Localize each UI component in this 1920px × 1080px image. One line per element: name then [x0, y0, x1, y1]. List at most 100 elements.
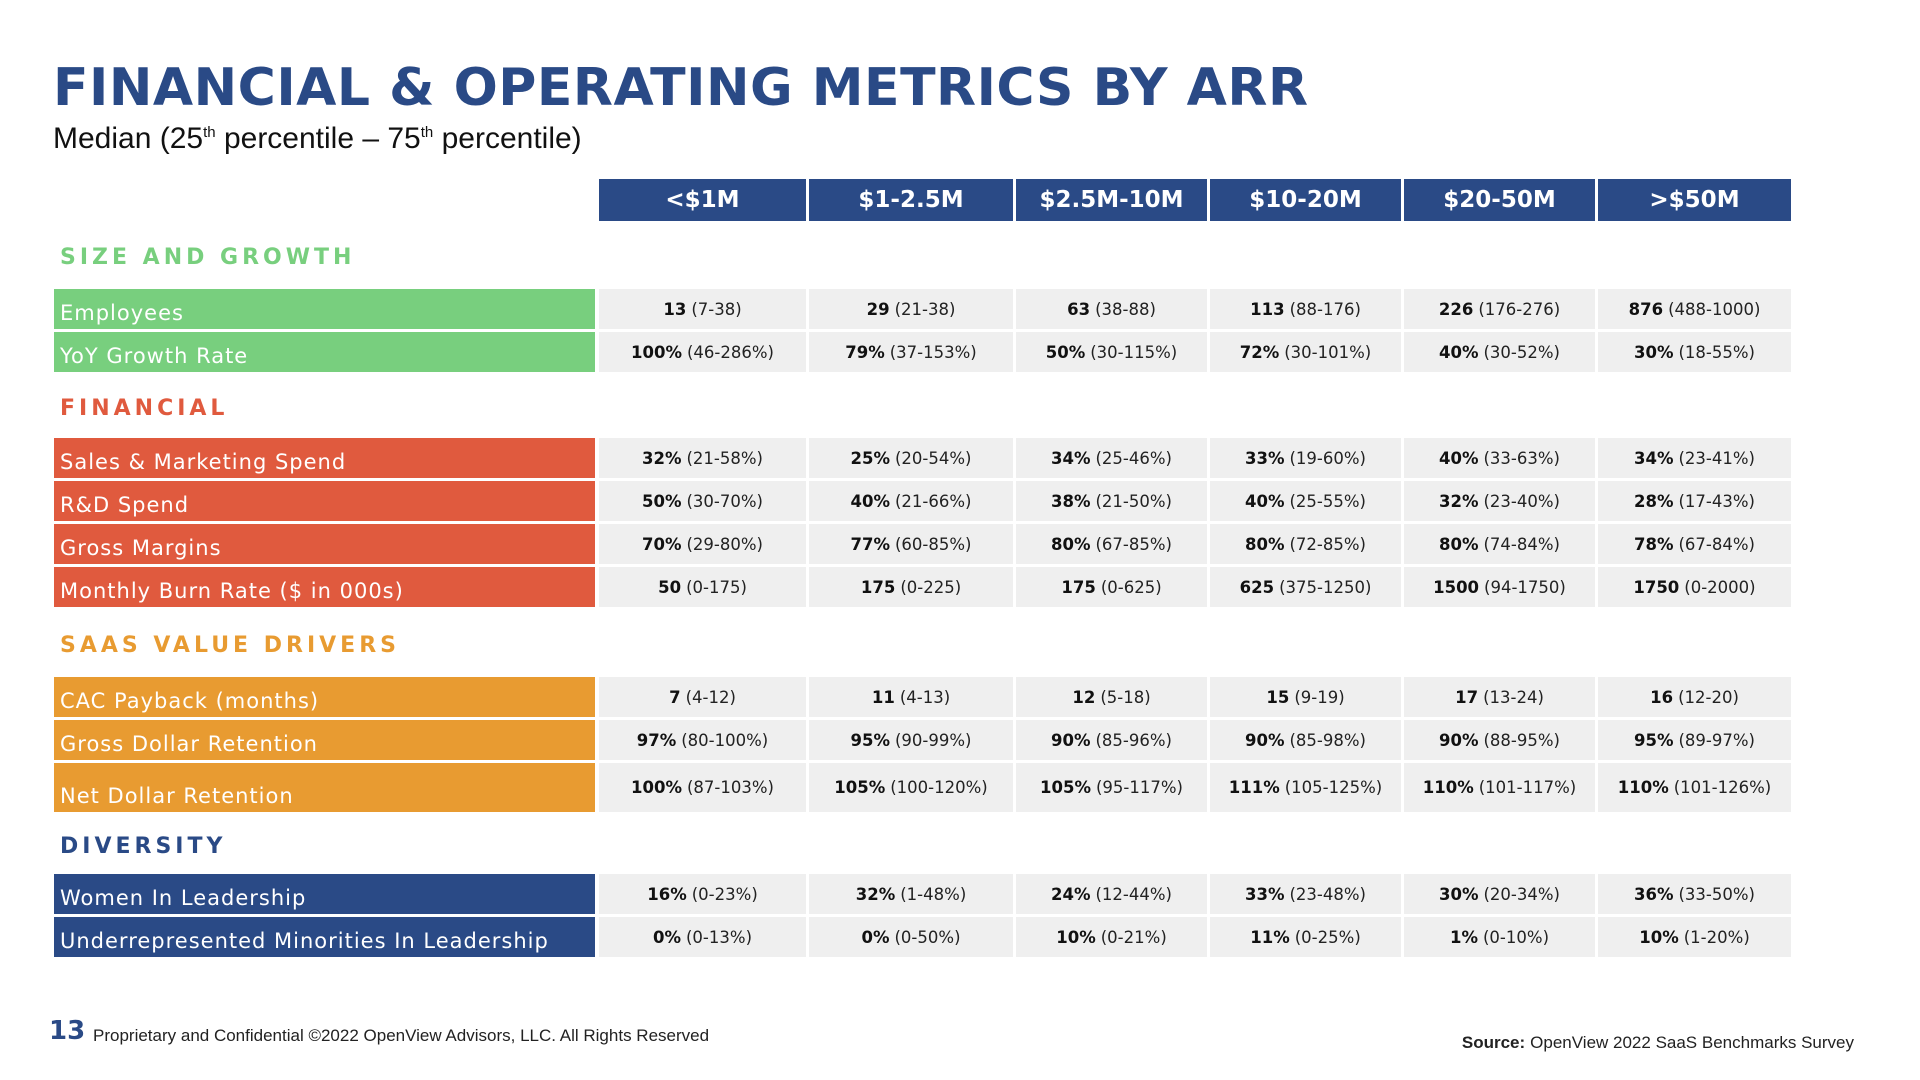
table-cell: 40% (30-52%) [1404, 332, 1595, 372]
table-cell: 72% (30-101%) [1210, 332, 1401, 372]
cell-range: (13-24) [1483, 687, 1544, 707]
row-label-cac-payback-months: CAC Payback (months) [54, 677, 595, 717]
table-cell: 110% (101-126%) [1598, 763, 1791, 812]
cell-range: (30-52%) [1483, 342, 1561, 362]
table-cell: 110% (101-117%) [1404, 763, 1595, 812]
cell-range: (67-84%) [1678, 534, 1756, 554]
cell-range: (23-40%) [1483, 491, 1561, 511]
cell-range: (46-286%) [686, 342, 774, 362]
column-header-5: $20-50M [1404, 179, 1595, 221]
table-cell: 0% (0-13%) [599, 917, 806, 957]
table-cell: 77% (60-85%) [809, 524, 1013, 564]
copyright-notice: Proprietary and Confidential ©2022 OpenV… [93, 1026, 710, 1045]
table-cell: 36% (33-50%) [1598, 874, 1791, 914]
table-cell: 34% (23-41%) [1598, 438, 1791, 478]
cell-range: (0-2000) [1684, 577, 1756, 597]
cell-range: (30-115%) [1090, 342, 1178, 362]
table-cell: 13 (7-38) [599, 289, 806, 329]
cell-range: (0-25%) [1294, 927, 1361, 947]
cell-range: (7-38) [691, 299, 742, 319]
table-cell: 50 (0-175) [599, 567, 806, 607]
cell-median: 80% [1051, 534, 1091, 554]
cell-range: (23-48%) [1289, 884, 1367, 904]
cell-range: (1-20%) [1683, 927, 1750, 947]
cell-range: (89-97%) [1678, 730, 1756, 750]
row-label-net-dollar-retention: Net Dollar Retention [54, 763, 595, 812]
table-cell: 16 (12-20) [1598, 677, 1791, 717]
cell-range: (4-13) [899, 687, 951, 707]
table-cell: 10% (1-20%) [1598, 917, 1791, 957]
section-title-diversity: DIVERSITY [60, 834, 227, 859]
cell-median: 0% [861, 927, 890, 947]
cell-median: 113 [1250, 299, 1285, 319]
source-note: Source: OpenView 2022 SaaS Benchmarks Sur… [1461, 1033, 1854, 1052]
cell-median: 40% [1439, 448, 1479, 468]
cell-range: (101-117%) [1478, 778, 1577, 797]
cell-median: 24% [1051, 884, 1091, 904]
cell-range: (12-20) [1678, 687, 1739, 707]
cell-median: 90% [1245, 730, 1285, 750]
cell-range: (0-21%) [1100, 927, 1167, 947]
cell-median: 28% [1634, 491, 1674, 511]
column-header-1: <$1M [599, 179, 806, 221]
cell-median: 40% [850, 491, 891, 511]
cell-range: (0-625) [1100, 577, 1162, 597]
cell-median: 111% [1228, 778, 1280, 797]
cell-range: (67-85%) [1095, 534, 1173, 554]
cell-range: (375-1250) [1279, 577, 1372, 597]
row-label-employees: Employees [54, 289, 595, 329]
cell-range: (488-1000) [1668, 299, 1761, 319]
cell-range: (105-125%) [1284, 778, 1383, 797]
cell-median: 110% [1617, 778, 1669, 797]
table-cell: 50% (30-70%) [599, 481, 806, 521]
cell-median: 78% [1634, 534, 1674, 554]
table-cell: 24% (12-44%) [1016, 874, 1207, 914]
table-cell: 105% (100-120%) [809, 763, 1013, 812]
table-cell: 80% (72-85%) [1210, 524, 1401, 564]
table-cell: 34% (25-46%) [1016, 438, 1207, 478]
table-cell: 105% (95-117%) [1016, 763, 1207, 812]
cell-range: (17-43%) [1678, 491, 1756, 511]
cell-range: (101-126%) [1673, 778, 1772, 797]
cell-median: 11% [1250, 927, 1290, 947]
cell-median: 1750 [1633, 577, 1680, 597]
cell-median: 90% [1439, 730, 1479, 750]
cell-median: 13 [663, 299, 687, 319]
table-cell: 32% (23-40%) [1404, 481, 1595, 521]
table-cell: 876 (488-1000) [1598, 289, 1791, 329]
table-cell: 78% (67-84%) [1598, 524, 1791, 564]
cell-range: (18-55%) [1678, 342, 1756, 362]
cell-range: (20-34%) [1483, 884, 1561, 904]
cell-median: 10% [1056, 927, 1096, 947]
row-label-yoy-growth-rate: YoY Growth Rate [54, 332, 595, 372]
cell-median: 16% [647, 884, 687, 904]
cell-range: (21-58%) [686, 448, 764, 468]
table-cell: 90% (85-96%) [1016, 720, 1207, 760]
cell-range: (30-70%) [686, 491, 764, 511]
cell-median: 110% [1422, 778, 1474, 797]
cell-median: 79% [845, 342, 885, 362]
row-label-gross-margins: Gross Margins [54, 524, 595, 564]
cell-median: 226 [1438, 299, 1474, 319]
cell-median: 30% [1439, 884, 1479, 904]
table-cell: 30% (18-55%) [1598, 332, 1791, 372]
cell-range: (21-38) [894, 299, 956, 319]
cell-range: (19-60%) [1289, 448, 1367, 468]
table-cell: 32% (21-58%) [599, 438, 806, 478]
cell-median: 50 [658, 577, 682, 597]
table-cell: 32% (1-48%) [809, 874, 1013, 914]
table-cell: 0% (0-50%) [809, 917, 1013, 957]
page-title: FINANCIAL & OPERATING METRICS BY ARR [53, 58, 1309, 118]
cell-range: (0-50%) [894, 927, 961, 947]
section-title-financial: FINANCIAL [60, 396, 229, 421]
row-label-sales-marketing-spend: Sales & Marketing Spend [54, 438, 595, 478]
table-cell: 90% (85-98%) [1210, 720, 1401, 760]
cell-range: (74-84%) [1483, 534, 1561, 554]
cell-range: (0-10%) [1483, 927, 1549, 947]
cell-median: 32% [1439, 491, 1479, 511]
cell-median: 7 [669, 687, 681, 707]
cell-range: (0-13%) [686, 927, 752, 947]
cell-median: 77% [850, 534, 891, 554]
table-cell: 80% (67-85%) [1016, 524, 1207, 564]
table-cell: 80% (74-84%) [1404, 524, 1595, 564]
